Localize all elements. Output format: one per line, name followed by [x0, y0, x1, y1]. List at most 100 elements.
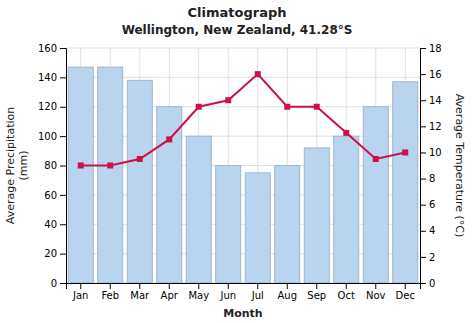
title: Climatograph	[188, 5, 287, 20]
bar	[157, 107, 182, 283]
bar	[127, 80, 152, 283]
tick: Oct	[338, 283, 355, 301]
axis-line	[421, 49, 427, 284]
tick-mark	[420, 152, 426, 153]
tick-mark	[60, 224, 66, 225]
tick-label: Feb	[101, 290, 119, 301]
grid-line	[66, 48, 420, 49]
tick: 0	[51, 278, 66, 289]
tick-label: Jan	[72, 290, 88, 301]
marker	[225, 97, 231, 103]
tick: May	[188, 283, 209, 301]
tick: 2	[420, 252, 435, 263]
tick-mark	[139, 283, 140, 289]
tick-mark	[60, 254, 66, 255]
tick: 60	[44, 190, 66, 201]
bar	[68, 67, 93, 283]
axis-line	[67, 284, 421, 290]
bar-series	[68, 67, 418, 283]
tick: Sep	[307, 283, 326, 301]
bar	[186, 136, 211, 283]
marker	[402, 149, 408, 155]
tick-label: 60	[44, 190, 57, 201]
marker	[137, 156, 143, 162]
tick-label: 10	[429, 147, 442, 158]
tick-mark	[60, 48, 66, 49]
marker	[107, 163, 113, 169]
marker	[314, 104, 320, 110]
tick: Jan	[72, 283, 88, 301]
grid	[66, 48, 420, 283]
line	[81, 74, 406, 165]
tick-mark	[420, 126, 426, 127]
tick-mark	[420, 179, 426, 180]
tick-mark	[60, 283, 66, 284]
tick: 20	[44, 248, 66, 259]
tick-label: May	[188, 290, 209, 301]
marker	[373, 156, 379, 162]
bar	[334, 136, 359, 283]
tick-mark	[60, 107, 66, 108]
tick-mark	[198, 283, 199, 289]
tick: Jul	[251, 283, 264, 301]
tick-label: 100	[38, 131, 57, 142]
tick: 6	[420, 199, 435, 210]
tick: 120	[38, 101, 66, 112]
tick-label: 160	[38, 43, 57, 54]
tick-mark	[287, 283, 288, 289]
tick-label: Nov	[366, 290, 386, 301]
tick-mark	[60, 77, 66, 78]
tick-label: 80	[44, 160, 57, 171]
tick-label: Oct	[338, 290, 355, 301]
tick: 16	[420, 69, 442, 80]
marks	[68, 67, 418, 283]
tick-label: 40	[44, 219, 57, 230]
tick-label: 16	[429, 69, 442, 80]
bar	[393, 82, 418, 283]
plot: JanFebMarAprMayJunJulAugSepOctNovDec0204…	[38, 43, 442, 301]
bar	[363, 107, 388, 283]
tick: 10	[420, 147, 442, 158]
tick-label: 14	[429, 95, 442, 106]
tick-label: Mar	[130, 290, 150, 301]
tick-label: 0	[51, 278, 57, 289]
tick-label: Jul	[251, 290, 264, 301]
tick-mark	[405, 283, 406, 289]
tick-label: 120	[38, 101, 57, 112]
tick-mark	[60, 136, 66, 137]
y-axis-title-line: Average Precipitation	[4, 107, 17, 224]
bar	[216, 166, 241, 284]
marker	[196, 104, 202, 110]
tick: 14	[420, 95, 442, 106]
tick-mark	[420, 100, 426, 101]
tick-mark	[80, 283, 81, 289]
tick-label: Apr	[161, 290, 179, 301]
tick-mark	[420, 205, 426, 206]
tick-mark	[420, 74, 426, 75]
y-axis-title-line: (mm)	[17, 150, 30, 180]
subtitle: Wellington, New Zealand, 41.28°S	[122, 23, 353, 37]
tick-mark	[169, 283, 170, 289]
tick-label: Aug	[277, 290, 297, 301]
tick-mark	[346, 283, 347, 289]
y-axis-title: Average Precipitation(mm)	[4, 107, 30, 224]
tick: 160	[38, 43, 66, 54]
bar	[245, 173, 270, 283]
y2-axis-title: Average Temperature (°C)	[453, 94, 466, 238]
tick: Nov	[366, 283, 386, 301]
tick-mark	[110, 283, 111, 289]
tick-label: Sep	[307, 290, 326, 301]
tick: 18	[420, 43, 442, 54]
tick: 80	[44, 160, 66, 171]
tick-label: 18	[429, 43, 442, 54]
tick: 12	[420, 121, 442, 132]
tick: 40	[44, 219, 66, 230]
tick: 0	[420, 278, 435, 289]
tick-mark	[420, 48, 426, 49]
tick-mark	[420, 257, 426, 258]
y-axis: 020406080100120140160	[38, 43, 67, 289]
tick: Dec	[396, 283, 415, 301]
tick-label: 12	[429, 121, 442, 132]
tick-label: Dec	[396, 290, 415, 301]
tick-label: 0	[429, 278, 435, 289]
